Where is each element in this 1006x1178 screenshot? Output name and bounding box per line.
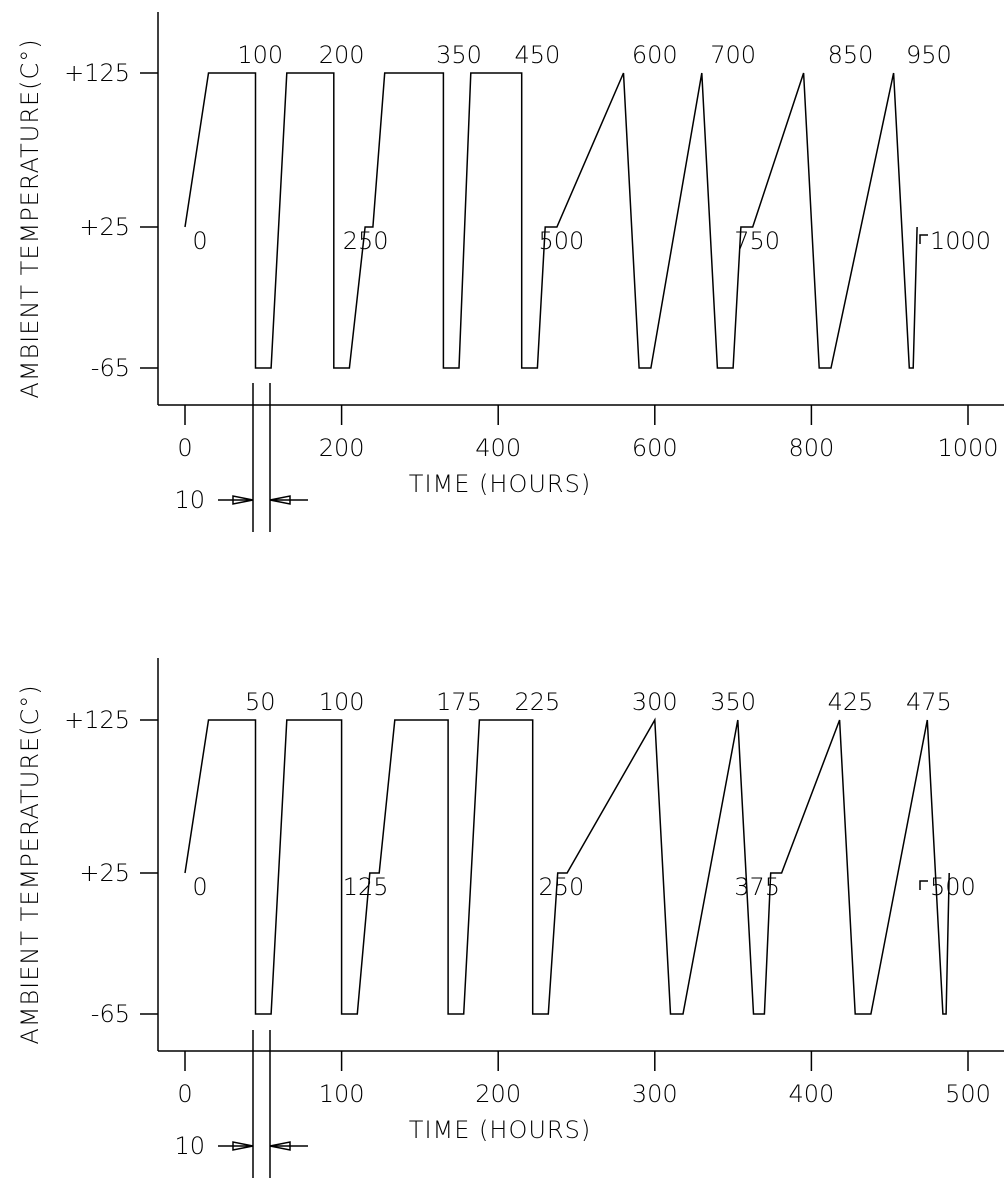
milestone-label: 250 [539, 873, 585, 901]
milestone-label: 950 [906, 41, 952, 69]
y-tick-label: +25 [79, 213, 130, 241]
x-axis-title: TIME (HOURS) [409, 470, 591, 498]
milestone-label: 450 [514, 41, 560, 69]
milestone-label: 250 [343, 227, 389, 255]
milestone-label: 500 [539, 227, 585, 255]
milestone-label: 200 [319, 41, 365, 69]
dimension-arrow-left-head [232, 1141, 254, 1151]
x-tick-label: 400 [788, 1080, 834, 1108]
x-tick-label: 0 [177, 434, 192, 462]
milestone-label: 1000 [930, 227, 991, 255]
dwell-dimension-label: 10 [174, 486, 205, 514]
milestone-label: 125 [343, 873, 389, 901]
x-tick-label: 800 [788, 434, 834, 462]
milestone-label: 700 [710, 41, 756, 69]
temperature-profile-line [184, 717, 950, 1015]
x-tick-label: 200 [475, 1080, 521, 1108]
milestone-label: 425 [828, 688, 874, 716]
milestone-label: 600 [632, 41, 678, 69]
milestone-label: 100 [319, 688, 365, 716]
x-tick-label: 100 [319, 1080, 365, 1108]
milestone-label: 475 [906, 688, 952, 716]
x-tick-label: 600 [632, 434, 678, 462]
milestone-label: 0 [192, 873, 207, 901]
x-tick-label: 300 [632, 1080, 678, 1108]
x-tick-label: 500 [945, 1080, 991, 1108]
label-connector [919, 880, 928, 890]
x-tick-label: 200 [319, 434, 365, 462]
milestone-label: 750 [734, 227, 780, 255]
milestone-label: 100 [237, 41, 283, 69]
y-axis-title: AMBIENT TEMPERATURE(C°) [16, 684, 44, 1044]
milestone-label: 375 [734, 873, 780, 901]
x-tick-label: 0 [177, 1080, 192, 1108]
milestone-label: 500 [930, 873, 976, 901]
x-axis-title: TIME (HOURS) [409, 1116, 591, 1144]
milestone-label: 850 [828, 41, 874, 69]
y-tick-label: -65 [91, 354, 130, 382]
milestone-label: 225 [514, 688, 560, 716]
milestone-label: 300 [632, 688, 678, 716]
y-tick-label: -65 [91, 1000, 130, 1028]
x-tick-label: 1000 [937, 434, 998, 462]
dimension-arrow-right-head [269, 1141, 291, 1151]
dwell-dimension-label: 10 [174, 1132, 205, 1160]
dimension-arrow-left-head [232, 495, 254, 505]
temperature-profile-line [184, 72, 918, 369]
y-tick-label: +125 [64, 706, 130, 734]
x-tick-label: 400 [475, 434, 521, 462]
y-tick-label: +125 [64, 59, 130, 87]
milestone-label: 50 [245, 688, 276, 716]
milestone-label: 0 [192, 227, 207, 255]
milestone-label: 175 [436, 688, 482, 716]
milestone-label: 350 [436, 41, 482, 69]
milestone-label: 350 [710, 688, 756, 716]
label-connector [919, 234, 928, 244]
y-tick-label: +25 [79, 859, 130, 887]
dimension-arrow-right-head [269, 495, 291, 505]
y-axis-title: AMBIENT TEMPERATURE(C°) [16, 38, 44, 398]
